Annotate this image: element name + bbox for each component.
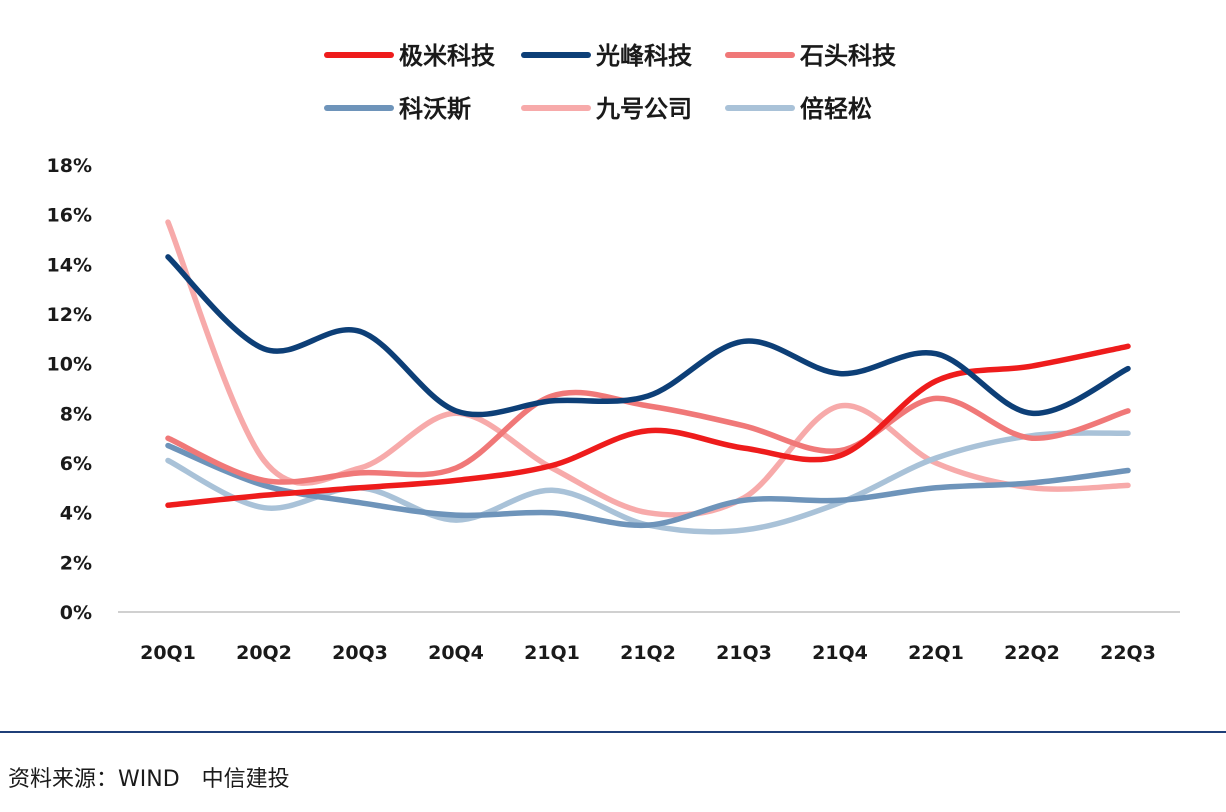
x-tick-label: 21Q2	[620, 642, 676, 664]
x-tick-label: 20Q4	[428, 642, 484, 664]
y-tick-label: 12%	[47, 304, 92, 326]
x-axis-ticks: 20Q1 20Q2 20Q3 20Q4 21Q1 21Q2 21Q3 21Q4 22Q1 22Q2…	[140, 642, 1156, 664]
legend-label: 九号公司	[595, 95, 692, 123]
x-tick-label: 22Q2	[1004, 642, 1060, 664]
x-tick-label: 21Q4	[812, 642, 868, 664]
series-lines	[165, 219, 1131, 535]
legend-label: 极米科技	[399, 42, 496, 70]
y-tick-label: 18%	[47, 155, 92, 177]
series-line-2	[165, 254, 1131, 418]
y-tick-label: 2%	[60, 552, 92, 574]
x-tick-label: 21Q3	[716, 642, 772, 664]
legend-label: 科沃斯	[399, 95, 471, 123]
y-tick-label: 4%	[60, 503, 92, 525]
y-tick-label: 10%	[47, 354, 92, 376]
x-tick-label: 21Q1	[524, 642, 580, 664]
series-line-1	[165, 343, 1131, 508]
series-line-3	[165, 389, 1131, 485]
x-tick-label: 20Q2	[236, 642, 292, 664]
x-tick-label: 22Q3	[1100, 642, 1156, 664]
x-tick-label: 20Q3	[332, 642, 388, 664]
series-line-4	[165, 442, 1131, 529]
legend-label: 光峰科技	[595, 42, 693, 70]
y-tick-label: 16%	[47, 205, 92, 227]
source-note: 资料来源：WIND 中信建投	[8, 767, 290, 792]
y-axis-ticks: 0% 2% 4% 6% 8% 10% 12% 14% 16% 18%	[47, 155, 92, 624]
y-tick-label: 8%	[60, 403, 92, 425]
y-tick-label: 14%	[47, 254, 92, 276]
legend-label: 倍轻松	[800, 95, 872, 123]
legend-label: 石头科技	[799, 42, 897, 70]
x-tick-label: 20Q1	[140, 642, 196, 664]
x-tick-label: 22Q1	[908, 642, 964, 664]
y-tick-label: 0%	[60, 602, 92, 624]
y-tick-label: 6%	[60, 453, 92, 475]
